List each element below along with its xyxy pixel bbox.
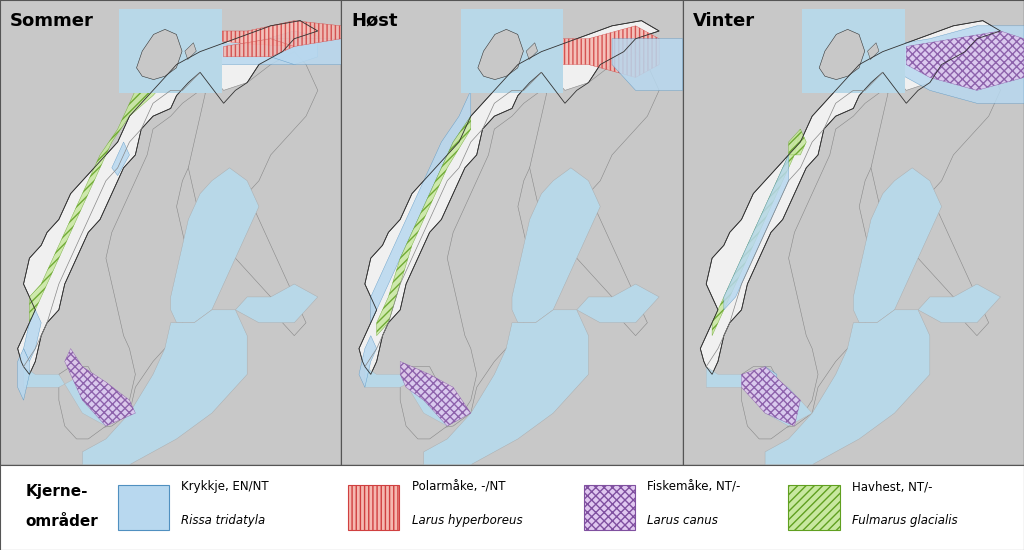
Polygon shape [171, 168, 259, 323]
Polygon shape [435, 78, 600, 428]
Polygon shape [359, 21, 659, 375]
Text: Høst: Høst [351, 12, 398, 30]
Text: Havhest, NT/-: Havhest, NT/- [852, 480, 933, 493]
Polygon shape [58, 367, 112, 439]
Polygon shape [506, 26, 659, 78]
Text: Vinter: Vinter [693, 12, 755, 30]
Polygon shape [65, 349, 135, 426]
Polygon shape [17, 21, 317, 375]
Polygon shape [812, 44, 883, 72]
Polygon shape [741, 367, 795, 439]
Polygon shape [741, 367, 801, 426]
Text: Krykkje, EN/NT: Krykkje, EN/NT [181, 480, 269, 493]
Polygon shape [371, 90, 471, 323]
Polygon shape [577, 284, 659, 323]
Polygon shape [365, 367, 471, 426]
Polygon shape [341, 0, 683, 465]
Polygon shape [17, 349, 30, 400]
Text: Polarmåke, -/NT: Polarmåke, -/NT [412, 480, 505, 493]
FancyBboxPatch shape [788, 485, 840, 530]
Text: Kjerne-: Kjerne- [26, 483, 88, 498]
Polygon shape [188, 52, 317, 336]
Text: Larus canus: Larus canus [647, 514, 718, 527]
Text: Larus hyperboreus: Larus hyperboreus [412, 514, 522, 527]
Polygon shape [129, 31, 317, 67]
Polygon shape [700, 21, 1000, 375]
Polygon shape [424, 310, 589, 465]
Polygon shape [724, 155, 788, 310]
Polygon shape [683, 0, 1024, 465]
Polygon shape [919, 284, 1000, 323]
Polygon shape [24, 310, 41, 361]
Polygon shape [0, 0, 341, 465]
Polygon shape [236, 284, 317, 323]
FancyBboxPatch shape [118, 485, 169, 530]
Polygon shape [788, 129, 806, 155]
Polygon shape [883, 26, 1024, 103]
Text: Sommer: Sommer [10, 12, 94, 30]
Text: Rissa tridatyla: Rissa tridatyla [181, 514, 265, 527]
Text: områder: områder [26, 514, 98, 529]
Polygon shape [400, 367, 454, 439]
Polygon shape [200, 21, 341, 47]
FancyBboxPatch shape [584, 485, 635, 530]
Polygon shape [853, 168, 942, 323]
Polygon shape [359, 336, 377, 387]
Polygon shape [759, 367, 777, 387]
Polygon shape [270, 39, 341, 64]
Polygon shape [465, 39, 542, 82]
Polygon shape [377, 116, 471, 336]
FancyBboxPatch shape [348, 485, 399, 530]
Polygon shape [112, 142, 129, 175]
Polygon shape [400, 361, 471, 426]
Polygon shape [707, 367, 812, 426]
Polygon shape [906, 31, 1024, 90]
Text: Fulmarus glacialis: Fulmarus glacialis [852, 514, 957, 527]
Polygon shape [777, 78, 942, 428]
Polygon shape [512, 168, 600, 323]
Polygon shape [712, 129, 801, 336]
Polygon shape [612, 39, 683, 90]
Polygon shape [94, 78, 259, 428]
Polygon shape [223, 39, 294, 57]
Polygon shape [871, 52, 1000, 336]
Polygon shape [529, 52, 659, 336]
Polygon shape [30, 64, 165, 323]
Text: Fiskemåke, NT/-: Fiskemåke, NT/- [647, 480, 740, 493]
Polygon shape [82, 310, 247, 465]
Polygon shape [24, 367, 129, 426]
Polygon shape [765, 310, 930, 465]
